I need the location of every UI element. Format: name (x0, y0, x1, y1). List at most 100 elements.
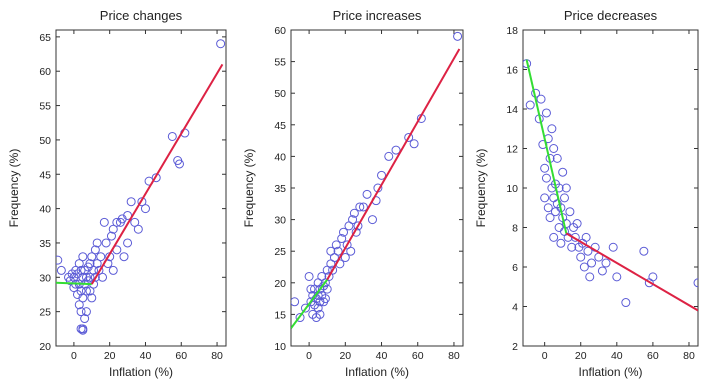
data-point (612, 272, 622, 282)
data-point (337, 234, 347, 244)
y-axis-label: Frequency (%) (474, 149, 488, 228)
data-point (384, 151, 394, 161)
x-tick-label: 80 (448, 350, 460, 362)
panel-3: Price decreases 0 20 40 60 80 2 4 6 8 10 12 14 16 18 In… (474, 8, 699, 379)
fit-line-red (90, 63, 224, 285)
data-point (639, 246, 649, 256)
x-tick-label: 40 (140, 350, 152, 362)
x-tick-label: 0 (542, 350, 548, 362)
data-point (587, 258, 597, 268)
y-tick-label: 6 (512, 262, 518, 274)
data-point (693, 278, 698, 288)
y-tick-label: 2 (512, 341, 518, 353)
data-point (315, 297, 325, 307)
y-tick-label: 10 (274, 341, 286, 353)
y-tick-label: 15 (274, 309, 286, 321)
data-point (87, 252, 97, 262)
data-point (550, 207, 560, 217)
data-point (540, 193, 550, 203)
y-tick-label: 18 (506, 25, 518, 37)
data-point (561, 183, 571, 193)
data-point (648, 272, 658, 282)
plot-frame (55, 29, 227, 347)
data-point (216, 39, 226, 49)
y-tick-label: 8 (512, 223, 518, 235)
data-point (404, 132, 414, 142)
y-tick-label: 55 (39, 101, 51, 113)
data-point (92, 238, 102, 248)
y-tick-label: 50 (39, 135, 51, 147)
x-tick-label: 0 (71, 350, 77, 362)
data-point (101, 238, 111, 248)
data-point (81, 286, 91, 296)
y-tick-label: 4 (512, 302, 518, 314)
data-point (572, 219, 582, 229)
data-point (523, 59, 532, 69)
fit-line-red (565, 232, 698, 312)
y-tick-label: 12 (506, 144, 518, 156)
y-tick-label: 14 (506, 104, 518, 116)
data-point (81, 307, 91, 317)
data-point (340, 253, 350, 263)
y-tick-label: 16 (506, 65, 518, 77)
data-point (349, 208, 359, 218)
data-point (561, 219, 571, 229)
data-point (304, 271, 314, 281)
data-point (358, 202, 368, 212)
data-point (331, 240, 341, 250)
data-point (409, 139, 419, 149)
y-tick-label: 50 (274, 88, 286, 100)
data-point (353, 221, 363, 231)
data-point (545, 213, 555, 223)
data-point (90, 245, 100, 255)
data-point (525, 100, 535, 110)
data-point (108, 224, 118, 234)
data-point (85, 286, 95, 296)
y-tick-label: 35 (274, 183, 286, 195)
chart-title: Price decreases (564, 8, 658, 23)
data-point (543, 203, 553, 213)
y-tick-label: 30 (39, 272, 51, 284)
data-point (540, 163, 550, 173)
data-point (85, 259, 95, 269)
x-tick-label: 80 (211, 350, 223, 362)
data-point (377, 170, 387, 180)
data-point (56, 265, 66, 275)
data-point (133, 224, 143, 234)
x-tick-label: 60 (175, 350, 187, 362)
data-point (108, 265, 118, 275)
y-tick-label: 60 (39, 66, 51, 78)
x-tick-label: 20 (575, 350, 587, 362)
data-point (556, 238, 566, 248)
x-axis-label: Inflation (%) (578, 365, 642, 379)
data-point (549, 144, 559, 153)
y-tick-label: 10 (506, 183, 518, 195)
y-tick-label: 45 (274, 120, 286, 132)
data-point (76, 265, 86, 275)
data-point (585, 272, 595, 282)
data-point (78, 324, 88, 334)
x-tick-label: 20 (339, 350, 351, 362)
data-point (119, 252, 129, 262)
data-point (558, 167, 568, 177)
data-point (333, 246, 343, 256)
data-point (78, 293, 88, 303)
data-point (552, 153, 562, 163)
y-tick-label: 25 (39, 307, 51, 319)
x-axis-label: Inflation (%) (109, 365, 173, 379)
data-point (549, 193, 559, 203)
x-tick-label: 60 (647, 350, 659, 362)
data-point (315, 309, 325, 319)
data-point (621, 298, 631, 308)
y-axis-label: Frequency (%) (7, 149, 21, 228)
x-tick-label: 40 (611, 350, 623, 362)
x-tick-label: 60 (412, 350, 424, 362)
data-point (78, 252, 88, 262)
data-point (174, 159, 184, 169)
fit-line-green (56, 281, 92, 286)
data-point (367, 215, 377, 225)
data-point (581, 232, 591, 242)
y-tick-label: 20 (274, 278, 286, 290)
